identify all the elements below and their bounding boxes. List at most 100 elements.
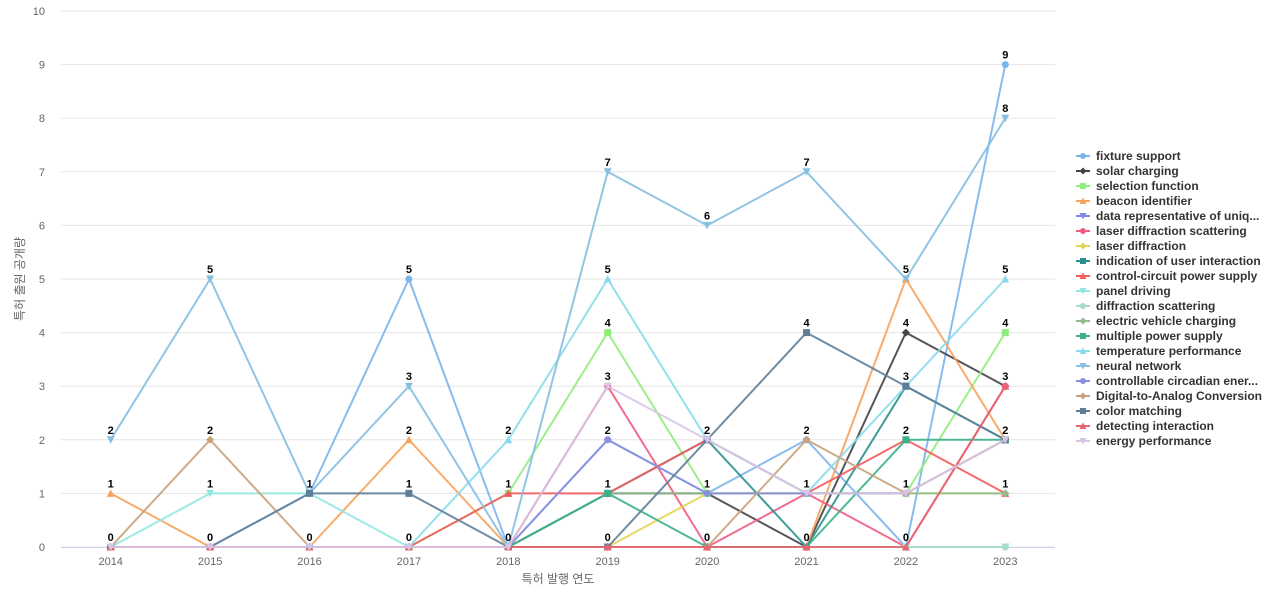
legend-item: diffraction scattering	[1076, 299, 1215, 313]
point-marker	[1080, 183, 1086, 189]
data-label: 1	[803, 478, 809, 490]
data-label: 2	[108, 425, 114, 437]
data-label: 1	[306, 478, 312, 490]
point-marker	[1079, 197, 1087, 204]
y-tick-label: 8	[39, 113, 45, 125]
data-label: 2	[704, 425, 710, 437]
data-label: 6	[704, 210, 710, 222]
y-tick-label: 7	[39, 167, 45, 179]
data-label: 4	[903, 318, 910, 330]
legend-item: control-circuit power supply	[1076, 269, 1258, 283]
data-label: 2	[406, 425, 412, 437]
legend-item: fixture support	[1076, 149, 1181, 163]
data-label: 5	[406, 264, 412, 276]
point-marker	[1080, 228, 1086, 234]
data-label: 1	[1002, 478, 1008, 490]
x-tick-label: 2020	[695, 556, 719, 568]
point-marker	[803, 329, 810, 337]
legend-item: neural network	[1076, 359, 1182, 373]
legend-label: panel driving	[1096, 284, 1171, 298]
point-marker	[504, 435, 513, 444]
data-label: 3	[903, 371, 909, 383]
legend-item: data representative of uniq...	[1076, 209, 1259, 223]
point-marker	[1079, 242, 1087, 250]
point-marker	[1001, 329, 1009, 337]
point-marker	[1001, 543, 1009, 551]
x-axis-ticks: 2014 2015 2016 2017 2018 2019 2020 2021 2022 2023	[98, 556, 1017, 568]
legend-item: beacon identifier	[1076, 194, 1192, 208]
x-tick-label: 2016	[297, 556, 321, 568]
point-marker	[1001, 275, 1010, 283]
point-marker	[1001, 436, 1010, 444]
point-marker	[404, 382, 413, 391]
y-tick-label: 10	[33, 6, 45, 18]
point-marker	[1079, 167, 1087, 175]
data-label: 1	[406, 478, 412, 490]
legend-item: indication of user interaction	[1076, 254, 1261, 268]
point-marker	[901, 543, 910, 551]
legend-item: laser diffraction	[1076, 239, 1186, 253]
legend-label: laser diffraction scattering	[1096, 224, 1247, 238]
legend-label: diffraction scattering	[1096, 299, 1215, 313]
point-marker	[1079, 317, 1087, 325]
legend-item: electric vehicle charging	[1076, 314, 1236, 328]
data-label: 1	[207, 478, 213, 490]
point-marker	[1079, 422, 1087, 429]
series-line	[109, 117, 1007, 548]
data-label: 4	[1002, 318, 1009, 330]
data-label: 0	[306, 532, 312, 544]
point-marker	[901, 489, 910, 498]
point-marker	[603, 543, 612, 551]
legend-label: laser diffraction	[1096, 239, 1186, 253]
y-tick-label: 0	[39, 542, 45, 554]
legend-item: multiple power supply	[1076, 329, 1223, 343]
legend-label: color matching	[1096, 404, 1182, 418]
y-axis-ticks: 0 1 2 3 4 5 6 7 8 9 10	[33, 6, 45, 554]
data-label: 2	[207, 425, 213, 437]
point-marker	[106, 543, 115, 551]
point-marker	[206, 435, 215, 444]
y-tick-label: 1	[39, 488, 45, 500]
legend-item: color matching	[1076, 404, 1182, 418]
data-label: 3	[1002, 371, 1008, 383]
legend-label: fixture support	[1096, 149, 1181, 163]
data-label: 5	[903, 264, 909, 276]
data-label: 0	[903, 532, 909, 544]
legend-label: Digital-to-Analog Conversion	[1096, 389, 1262, 403]
legend-label: multiple power supply	[1096, 329, 1223, 343]
point-marker	[603, 382, 612, 391]
point-marker	[902, 382, 910, 390]
legend-label: electric vehicle charging	[1096, 314, 1236, 328]
point-marker	[604, 489, 612, 497]
data-label: 3	[406, 371, 412, 383]
point-marker	[1079, 272, 1087, 279]
legend-label: neural network	[1096, 359, 1182, 373]
y-tick-label: 4	[39, 328, 45, 340]
legend-label: energy performance	[1096, 434, 1212, 448]
legend-label: data representative of uniq...	[1096, 209, 1259, 223]
data-label: 1	[704, 478, 710, 490]
y-tick-label: 5	[39, 274, 45, 286]
data-label: 0	[605, 532, 611, 544]
point-marker	[901, 275, 910, 283]
x-tick-label: 2021	[794, 556, 818, 568]
point-marker	[1079, 363, 1087, 370]
point-marker	[1079, 438, 1087, 445]
x-tick-label: 2023	[993, 556, 1017, 568]
point-marker	[405, 489, 413, 497]
legend-label: solar charging	[1096, 164, 1179, 178]
x-tick-label: 2018	[496, 556, 520, 568]
legend-item: selection function	[1076, 179, 1199, 193]
point-marker	[901, 328, 910, 337]
point-marker	[1079, 288, 1087, 295]
data-label: 3	[605, 371, 611, 383]
point-marker	[206, 275, 215, 283]
data-label: 5	[1002, 264, 1008, 276]
data-label: 0	[406, 532, 412, 544]
point-marker	[106, 489, 115, 497]
point-marker	[1001, 382, 1010, 390]
point-marker	[305, 543, 314, 551]
point-marker	[1080, 408, 1086, 414]
legend-label: selection function	[1096, 179, 1199, 193]
